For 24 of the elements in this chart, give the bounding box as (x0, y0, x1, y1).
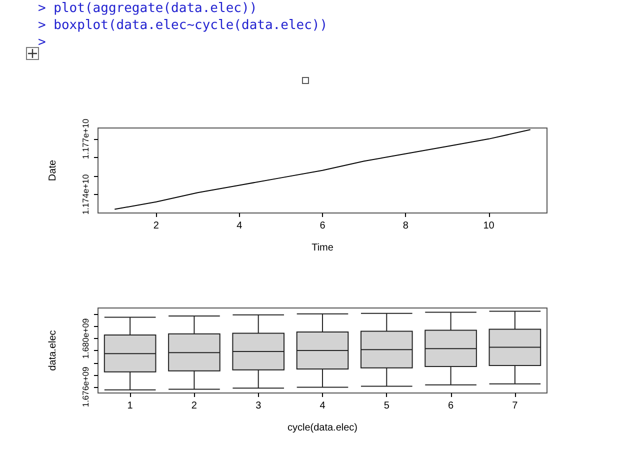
y-tick-label: 1.174e+10 (80, 174, 90, 215)
y-axis-title: data.elec (48, 330, 58, 371)
x-axis-title: cycle(data.elec) (287, 422, 358, 434)
x-tick-label: 2 (191, 400, 198, 412)
x-axis-title: Time (312, 242, 334, 254)
x-tick-label: 5 (384, 400, 390, 412)
x-tick-label: 6 (320, 220, 326, 232)
x-tick-label: 4 (320, 400, 326, 412)
x-tick-label: 10 (483, 220, 495, 232)
x-tick-label: 8 (402, 220, 409, 232)
x-tick-label: 4 (236, 220, 243, 232)
x-tick-label: 7 (512, 400, 518, 412)
y-tick-label: 1.676e+09 (80, 366, 90, 408)
line-series (114, 129, 531, 210)
text: > boxplot(data.elec~cycle(data.elec)) (38, 17, 328, 34)
y-tick-label: 1.680e+09 (80, 318, 90, 359)
text: > plot(aggregate(data.elec)) (38, 0, 258, 17)
x-tick-label: 3 (256, 400, 262, 412)
x-tick-label: 6 (448, 400, 454, 412)
y-axis-title: Date (48, 160, 58, 182)
x-tick-label: 1 (127, 400, 134, 412)
y-tick-label: 1.177e+10 (80, 118, 90, 160)
text: > (38, 34, 47, 51)
x-tick-label: 2 (153, 220, 160, 232)
